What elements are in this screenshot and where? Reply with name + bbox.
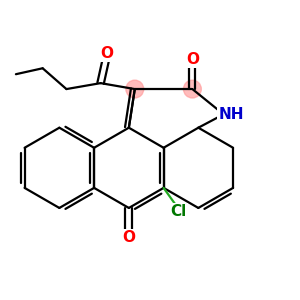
Text: O: O [122,230,135,245]
Text: NH: NH [218,107,244,122]
Circle shape [126,80,144,98]
Circle shape [184,80,201,98]
Text: O: O [100,46,113,61]
Text: O: O [186,52,199,67]
Text: Cl: Cl [170,204,187,219]
